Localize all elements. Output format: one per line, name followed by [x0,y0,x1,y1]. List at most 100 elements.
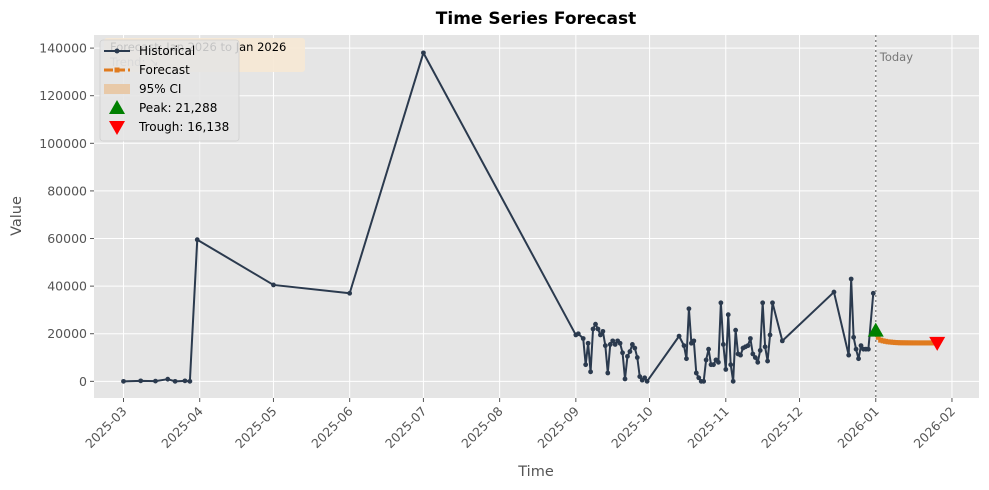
data-point [620,350,625,356]
data-point [347,290,353,296]
data-point [583,362,589,368]
data-point [723,367,729,372]
data-point [745,343,751,349]
data-point [870,290,876,296]
data-point [747,336,753,341]
data-point [865,346,871,352]
data-point [738,352,743,358]
legend-swatch-marker [114,67,120,73]
data-point [750,351,756,357]
data-point [755,359,761,365]
data-point [121,378,126,384]
series-historical [121,50,876,384]
data-point [602,343,608,349]
y-tick-label: 140000 [39,41,87,56]
data-point [627,349,633,354]
data-point [856,356,861,362]
data-point [421,50,426,56]
data-point [590,326,596,332]
data-point [182,378,188,384]
data-point [703,357,709,363]
data-point [644,378,650,384]
data-point [580,336,586,341]
data-point [632,345,638,351]
data-point [846,352,852,358]
data-point [711,362,716,368]
data-point [779,338,785,344]
peak-marker [867,322,884,337]
today-marker-layer: Today [875,35,913,398]
y-tick-label: 100000 [39,136,87,151]
data-point [588,369,593,375]
data-point [684,356,689,362]
data-point [765,358,770,364]
data-point [752,355,758,360]
data-point [610,338,616,344]
data-point [691,338,697,344]
series-layer [121,50,940,384]
chart-title: Time Series Forecast [436,9,636,29]
data-point [757,347,763,353]
data-point [595,326,601,332]
data-point [853,346,859,352]
data-point [629,342,635,347]
data-point [770,300,775,306]
y-axis-ticks: 0 20000 40000 60000 80000 100000 120000 140000 [39,41,94,389]
data-point [637,374,643,379]
today-label: Today [879,50,913,64]
data-point [187,378,193,384]
data-point [676,333,682,339]
data-point [733,327,739,333]
data-point [767,332,773,338]
data-point [612,342,618,347]
data-point [138,378,144,384]
y-tick-label: 0 [79,374,87,389]
data-point [848,276,854,282]
data-point [730,378,736,384]
data-point [585,340,591,346]
y-tick-label: 40000 [47,279,87,294]
data-point [622,376,628,382]
data-point [831,289,837,295]
data-point [686,306,692,312]
data-point [875,334,881,340]
y-axis-title: Value [9,196,25,236]
legend-label: 95% CI [139,82,181,96]
data-point [634,355,640,360]
data-point [153,378,158,384]
x-axis-title: Time [517,464,554,480]
legend-frame [99,39,240,142]
data-point [718,300,724,306]
data-point [728,362,734,368]
legend-swatch-peak [109,100,125,114]
data-point [600,328,606,334]
trough-marker [929,336,946,351]
legend-label: Historical [139,44,195,58]
data-point [593,321,598,327]
y-tick-label: 20000 [47,326,87,341]
data-point [693,370,699,376]
extrema-layer [867,322,946,351]
data-point [696,375,702,381]
data-point [598,332,603,338]
data-point [681,343,687,349]
data-point [851,334,857,340]
data-point [858,343,864,349]
y-tick-label: 60000 [47,231,87,246]
legend: Historical Forecast 95% CI Peak: 21,288 Trou… [99,39,240,142]
data-point [575,331,581,337]
legend-swatch-ci [104,84,130,94]
data-point [607,342,613,347]
legend-swatch-marker [114,48,120,54]
data-point [716,359,721,365]
legend-label: Trough: 16,138 [138,120,229,134]
data-point [617,340,623,346]
data-point [625,353,630,359]
data-point [642,375,648,381]
data-point [720,342,726,347]
data-point [701,378,707,384]
data-point [762,344,768,350]
data-point [706,346,711,352]
legend-label: Forecast [139,63,190,77]
y-tick-label: 120000 [39,88,87,103]
